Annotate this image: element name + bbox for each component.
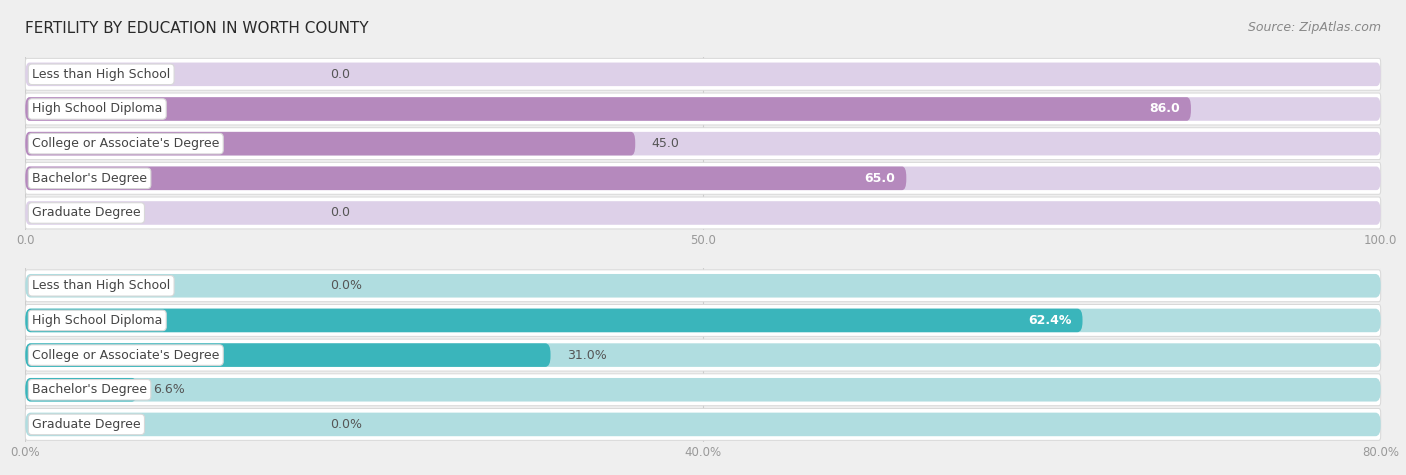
Text: Less than High School: Less than High School (32, 68, 170, 81)
Text: Source: ZipAtlas.com: Source: ZipAtlas.com (1247, 21, 1381, 34)
Text: 86.0: 86.0 (1149, 103, 1180, 115)
Text: 0.0: 0.0 (330, 207, 350, 219)
Text: College or Associate's Degree: College or Associate's Degree (32, 349, 219, 361)
Text: FERTILITY BY EDUCATION IN WORTH COUNTY: FERTILITY BY EDUCATION IN WORTH COUNTY (25, 21, 368, 37)
Text: Bachelor's Degree: Bachelor's Degree (32, 383, 148, 396)
FancyBboxPatch shape (25, 309, 1083, 332)
FancyBboxPatch shape (25, 63, 1381, 86)
FancyBboxPatch shape (25, 274, 1381, 297)
Text: 0.0%: 0.0% (330, 279, 363, 292)
FancyBboxPatch shape (25, 167, 907, 190)
Text: 6.6%: 6.6% (153, 383, 186, 396)
FancyBboxPatch shape (25, 132, 1381, 155)
FancyBboxPatch shape (25, 374, 1381, 406)
Text: High School Diploma: High School Diploma (32, 103, 163, 115)
FancyBboxPatch shape (25, 304, 1381, 336)
Text: College or Associate's Degree: College or Associate's Degree (32, 137, 219, 150)
FancyBboxPatch shape (25, 167, 1381, 190)
FancyBboxPatch shape (25, 343, 1381, 367)
FancyBboxPatch shape (25, 408, 1381, 440)
FancyBboxPatch shape (25, 201, 1381, 225)
FancyBboxPatch shape (25, 128, 1381, 160)
FancyBboxPatch shape (25, 93, 1381, 125)
FancyBboxPatch shape (25, 162, 1381, 194)
Text: 65.0: 65.0 (865, 172, 896, 185)
Text: 45.0: 45.0 (651, 137, 679, 150)
FancyBboxPatch shape (25, 309, 1381, 332)
Text: Graduate Degree: Graduate Degree (32, 418, 141, 431)
FancyBboxPatch shape (25, 413, 1381, 436)
FancyBboxPatch shape (25, 58, 1381, 90)
Text: 31.0%: 31.0% (567, 349, 606, 361)
FancyBboxPatch shape (25, 378, 1381, 401)
Text: Bachelor's Degree: Bachelor's Degree (32, 172, 148, 185)
FancyBboxPatch shape (25, 270, 1381, 302)
FancyBboxPatch shape (25, 97, 1381, 121)
Text: 0.0: 0.0 (330, 68, 350, 81)
Text: Less than High School: Less than High School (32, 279, 170, 292)
FancyBboxPatch shape (25, 339, 1381, 371)
FancyBboxPatch shape (25, 97, 1191, 121)
Text: High School Diploma: High School Diploma (32, 314, 163, 327)
Text: Graduate Degree: Graduate Degree (32, 207, 141, 219)
FancyBboxPatch shape (25, 378, 138, 401)
Text: 62.4%: 62.4% (1028, 314, 1071, 327)
FancyBboxPatch shape (25, 197, 1381, 229)
Text: 0.0%: 0.0% (330, 418, 363, 431)
FancyBboxPatch shape (25, 132, 636, 155)
FancyBboxPatch shape (25, 343, 551, 367)
